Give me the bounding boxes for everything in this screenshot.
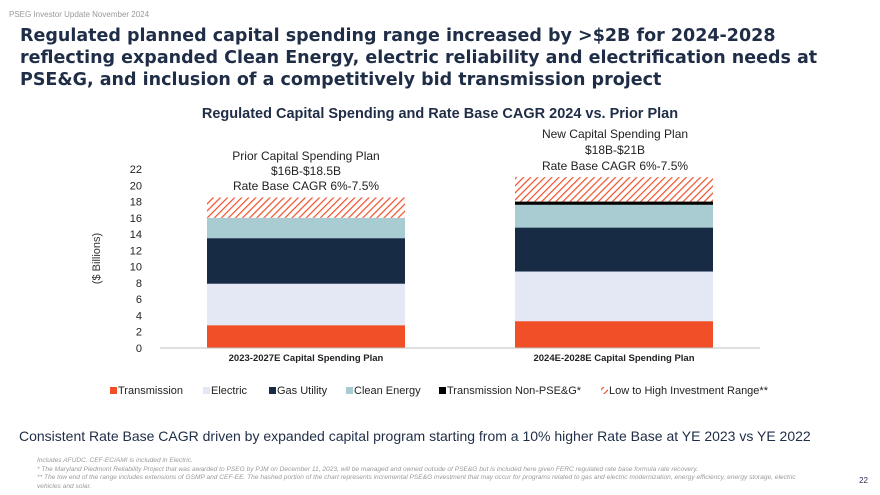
y-tick-label: 12 [130, 245, 142, 257]
annotation-line: Rate Base CAGR 6%-7.5% [233, 179, 379, 193]
footnote-1: Includes AFUDC. CEF-EC/AMI is included i… [37, 457, 193, 464]
conclusion-text: Consistent Rate Base CAGR driven by expa… [19, 428, 811, 444]
annotation-line: Rate Base CAGR 6%-7.5% [542, 159, 688, 173]
y-tick-label: 10 [130, 262, 142, 274]
y-tick-label: 8 [136, 278, 142, 290]
bar-electric [207, 283, 405, 326]
y-axis-label: ($ Billions) [91, 233, 103, 284]
legend-swatch-gas_utility [269, 387, 276, 394]
y-tick-label: 14 [130, 229, 142, 241]
x-category-label: 2023-2027E Capital Spending Plan [229, 353, 384, 364]
legend-label: Low to High Investment Range** [609, 385, 769, 397]
bar-gas_utility [207, 238, 405, 284]
footnote-3: ** The low end of the range includes ext… [37, 474, 796, 490]
bar-clean_energy [207, 217, 405, 239]
header-tag: PSEG Investor Update November 2024 [9, 10, 150, 19]
bar-transmission_non_pseg [515, 201, 713, 205]
legend-label: Electric [211, 385, 248, 397]
legend-swatch-transmission [110, 387, 117, 394]
chart-title: Regulated Capital Spending and Rate Base… [201, 106, 679, 122]
legend-swatch-electric [203, 387, 210, 394]
legend-swatch-transmission_non_pseg [439, 387, 446, 394]
x-category-label: 2024E-2028E Capital Spending Plan [533, 353, 694, 364]
bar-gas_utility [515, 227, 713, 272]
legend-label: Transmission [118, 385, 183, 397]
annotation-line: New Capital Spending Plan [542, 127, 688, 141]
headline: Regulated planned capital spending range… [20, 26, 818, 90]
legend-swatch-range_hatch [601, 387, 608, 394]
bar-electric [515, 271, 713, 322]
bar-range_hatch [515, 177, 713, 202]
y-tick-label: 18 [130, 197, 142, 209]
bar-clean_energy [515, 204, 713, 228]
y-tick-label: 16 [130, 213, 142, 225]
stacked-bar-chart: 0 2 4 6 8 10 12 14 16 18 20 22 ($ Billions) 2023-2027… [91, 127, 769, 397]
page-number: 22 [859, 476, 868, 485]
y-tick-label: 22 [130, 164, 142, 176]
bar-transmission [207, 325, 405, 348]
y-tick-label: 20 [130, 180, 142, 192]
annotation-line: $18B-$21B [585, 143, 645, 157]
y-tick-label: 0 [136, 343, 142, 355]
annotation-line: Prior Capital Spending Plan [232, 149, 379, 163]
bar-transmission [515, 321, 713, 348]
legend-swatch-clean_energy [346, 387, 353, 394]
legend-label: Clean Energy [354, 385, 421, 397]
legend-label: Transmission Non-PSE&G* [447, 385, 582, 397]
annotation-line: $16B-$18.5B [271, 164, 341, 178]
legend-label: Gas Utility [277, 385, 328, 397]
footnotes: Includes AFUDC. CEF-EC/AMI is included i… [37, 457, 797, 491]
footnote-2: * The Maryland Piedmont Reliability Proj… [37, 465, 698, 473]
y-tick-label: 6 [136, 294, 142, 306]
y-tick-label: 4 [136, 310, 142, 322]
bar-range_hatch [207, 197, 405, 218]
y-tick-label: 2 [136, 327, 142, 339]
